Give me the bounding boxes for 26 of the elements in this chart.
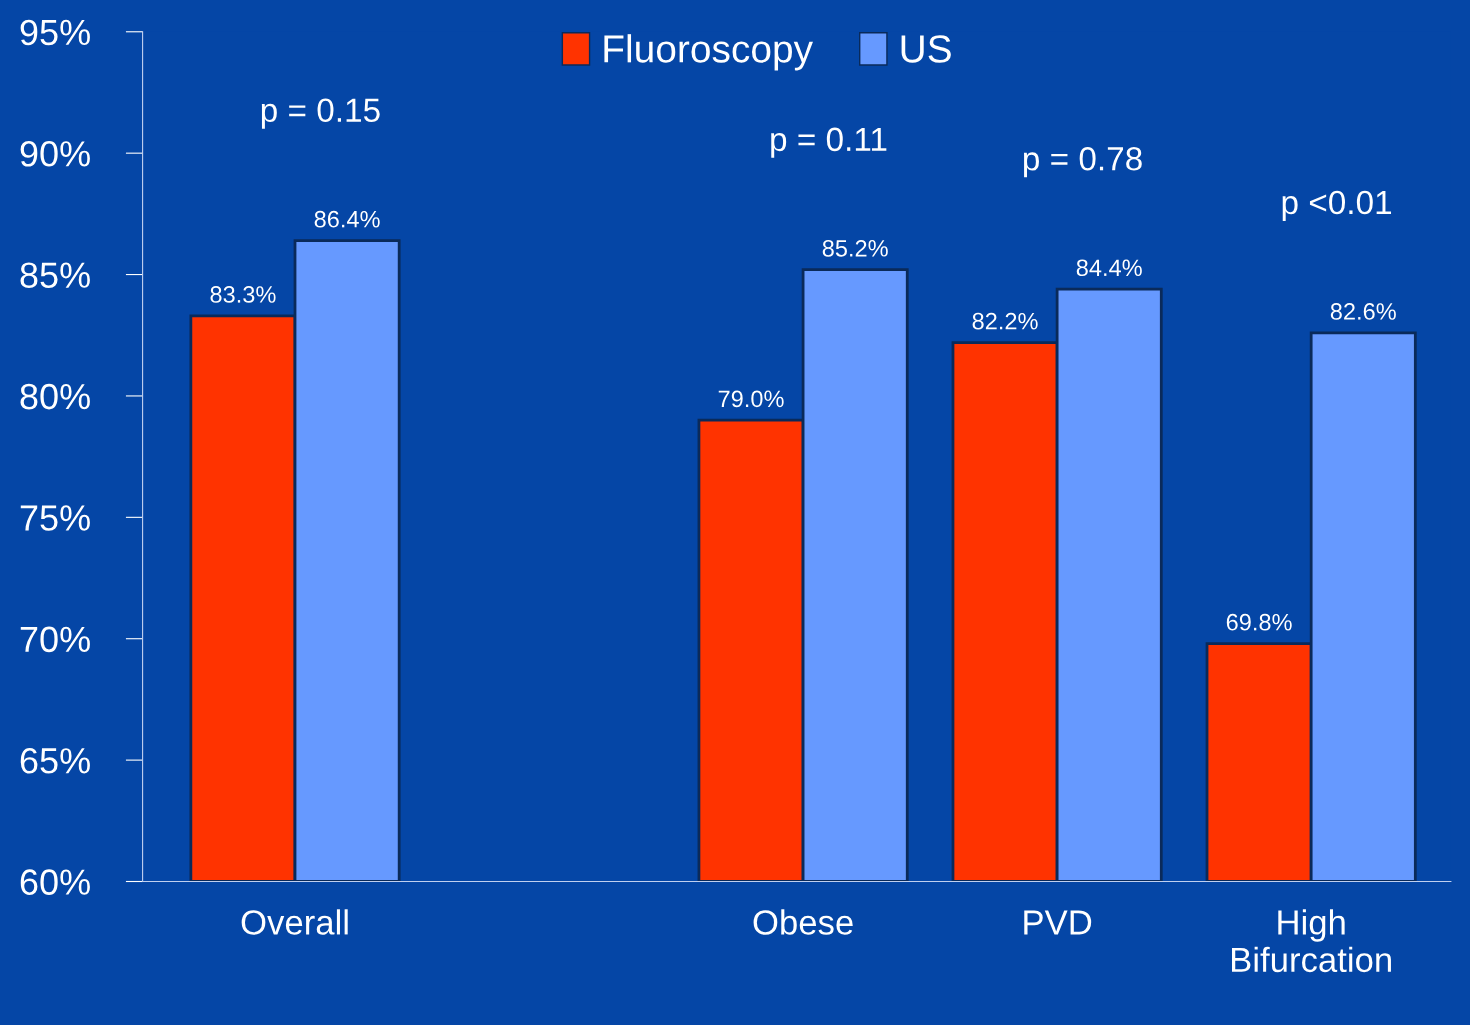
y-tick-label: 80% (20, 383, 90, 410)
data-label: 69.8% (1226, 613, 1292, 631)
y-tick-label: 60% (20, 869, 90, 895)
data-label: 84.4% (1076, 259, 1142, 277)
x-tick-label: High Bifurcation (1232, 909, 1391, 973)
data-label: 83.3% (210, 286, 276, 303)
annotation: p <0.01 (1282, 190, 1392, 221)
y-tick-label: 90% (20, 141, 90, 167)
annotation: p = 0.15 (261, 98, 380, 129)
y-tick-label: 70% (20, 626, 90, 653)
data-label: 79.0% (718, 390, 784, 408)
x-tick-label: Obese (753, 909, 853, 935)
y-tick-label: 75% (20, 505, 90, 531)
y-tick-label: 65% (20, 747, 90, 774)
data-label: 82.2% (972, 312, 1038, 330)
data-label: 85.2% (822, 239, 888, 257)
annotation: p = 0.78 (1023, 147, 1142, 178)
data-label: 86.4% (314, 210, 380, 228)
y-tick-label: 85% (20, 262, 90, 288)
annotation: p = 0.11 (771, 127, 887, 158)
y-tick-label: 95% (20, 19, 90, 46)
x-tick-label: PVD (1024, 910, 1092, 935)
legend-label: Fluoroscopy (604, 34, 813, 71)
legend-label: US (901, 35, 951, 63)
data-label: 82.6% (1330, 303, 1396, 320)
x-tick-label: Overall (241, 909, 348, 935)
